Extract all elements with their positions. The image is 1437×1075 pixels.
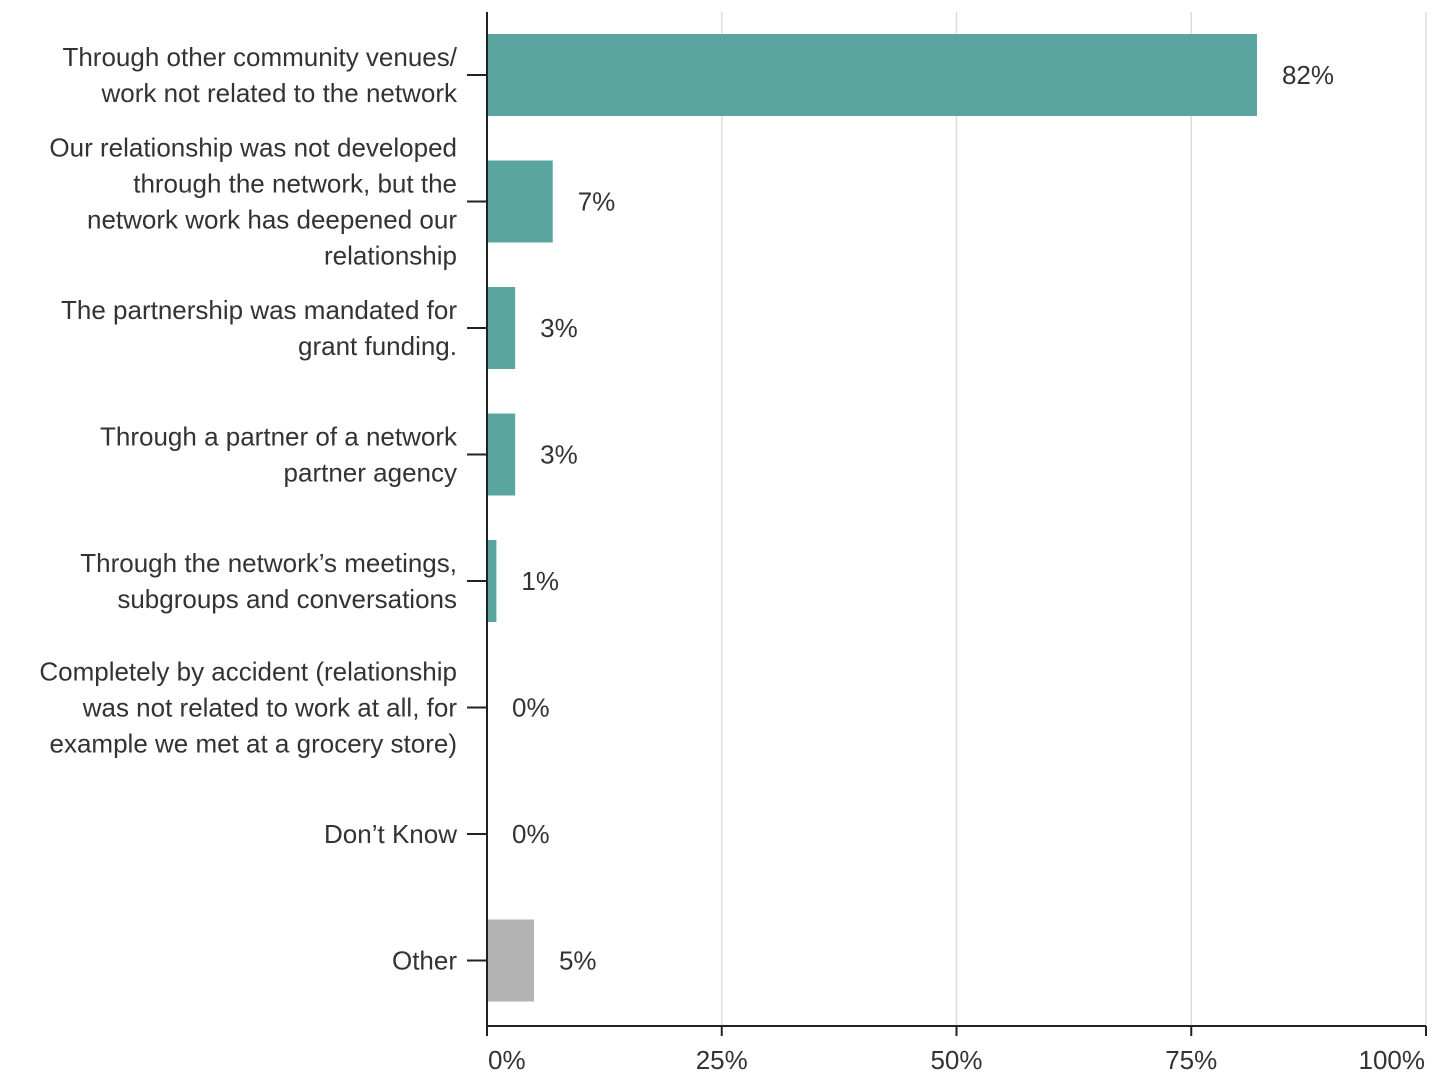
category-labels: Through other community venues/work not … [39,42,458,976]
x-tick-label: 100% [1359,1045,1426,1075]
category-label-line: through the network, but the [133,169,457,199]
bar [487,34,1257,116]
category-label: Through other community venues/work not … [62,42,458,108]
x-tick-labels: 0% 25% 50% 75% 100% [488,1045,1425,1075]
category-label: Through a partner of a network partner ag… [100,422,458,488]
category-label-line: Through other community venues/ [62,42,457,72]
category-label-line: subgroups and conversations [117,584,457,614]
bar [487,919,534,1002]
bars [487,34,1257,1002]
value-label: 1% [521,566,559,596]
category-label-line: example we met at a grocery store) [50,729,458,759]
value-label: 5% [559,946,597,976]
value-labels: 82% 7% 3% 3% 1% 0% 0% 5% [512,60,1334,976]
value-label: 0% [512,819,550,849]
bar [487,413,516,496]
category-label-line: Through the network’s meetings, [80,548,457,578]
category-label: Our relationship was not developed throug… [49,133,457,271]
category-label-line: The partnership was mandated for [61,295,457,325]
category-label: Other [392,946,457,976]
value-label: 7% [578,187,616,217]
category-label-line: Completely by accident (relationship [39,657,457,687]
category-label-line: network work has deepened our [87,205,457,235]
value-label: 3% [540,313,578,343]
axes [467,12,1427,1036]
value-label: 0% [512,693,550,723]
value-label: 3% [540,440,578,470]
category-label-line: Don’t Know [324,819,457,849]
category-label: Don’t Know [324,819,457,849]
category-label: Completely by accident (relationship was … [39,657,457,759]
bar [487,287,516,369]
category-label-line: partner agency [284,458,457,488]
category-label-line: Our relationship was not developed [49,133,457,163]
x-tick-label: 75% [1165,1045,1217,1075]
grid-lines [721,12,1427,1026]
category-label-line: relationship [324,241,457,271]
category-label-line: Other [392,946,457,976]
category-label-line: Through a partner of a network [100,422,458,452]
bar [487,540,497,622]
x-tick-label: 25% [696,1045,748,1075]
bar [487,160,553,243]
category-label-line: was not related to work at all, for [82,693,458,723]
category-label-line: grant funding. [298,331,457,361]
x-tick-label: 50% [930,1045,982,1075]
category-label: The partnership was mandated for grant fu… [61,295,457,361]
category-label-line: work not related to the network [100,78,458,108]
x-tick-label: 0% [488,1045,526,1075]
value-label: 82% [1282,60,1334,90]
category-label: Through the network’s meetings, subgroups… [80,548,457,614]
